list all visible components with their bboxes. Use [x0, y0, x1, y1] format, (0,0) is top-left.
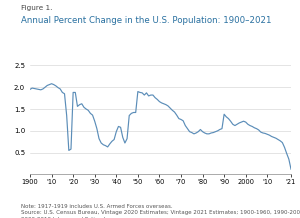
Text: Figure 1.: Figure 1.	[21, 5, 52, 12]
Text: Annual Percent Change in the U.S. Population: 1900–2021: Annual Percent Change in the U.S. Popula…	[21, 16, 272, 25]
Text: Note: 1917-1919 includes U.S. Armed Forces overseas.
Source: U.S. Census Bureau,: Note: 1917-1919 includes U.S. Armed Forc…	[21, 204, 300, 218]
